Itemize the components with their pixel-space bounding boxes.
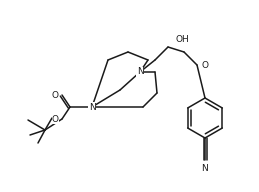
Text: N: N — [137, 68, 143, 76]
Text: O: O — [52, 90, 59, 99]
Text: OH: OH — [176, 36, 190, 45]
Text: N: N — [89, 103, 95, 112]
Text: O: O — [52, 114, 59, 123]
Text: O: O — [202, 60, 209, 70]
Text: N: N — [202, 164, 208, 173]
